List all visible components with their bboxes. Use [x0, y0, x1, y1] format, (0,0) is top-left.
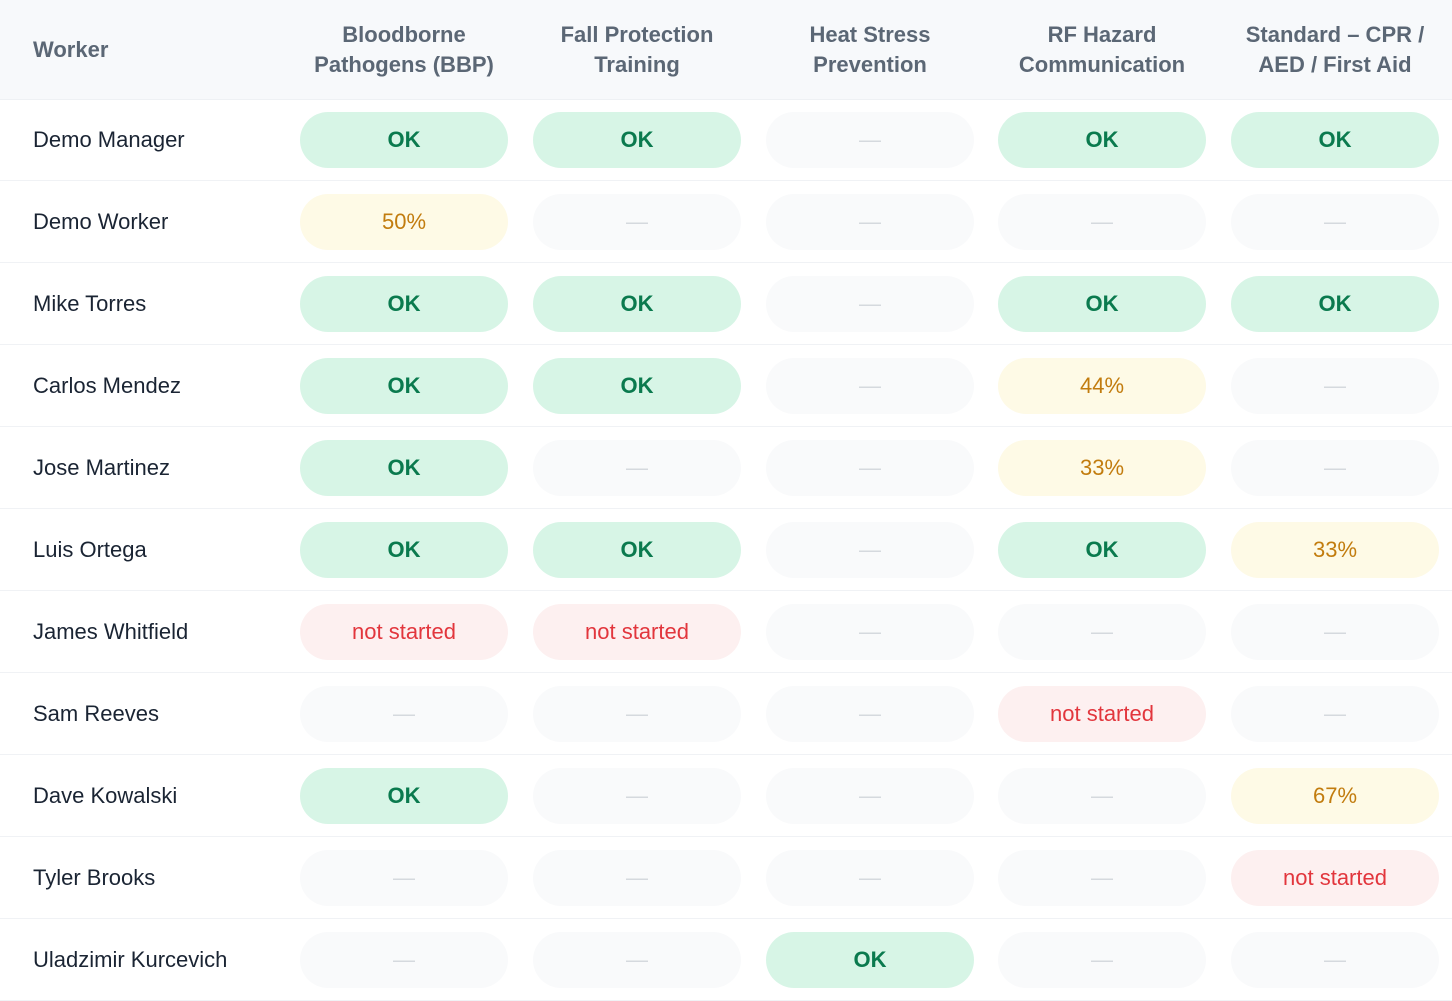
- worker-name[interactable]: Dave Kowalski: [33, 783, 178, 808]
- status-pill-empty[interactable]: —: [766, 604, 974, 660]
- status-pill-partial[interactable]: 44%: [998, 358, 1206, 414]
- status-pill-empty[interactable]: —: [1231, 440, 1439, 496]
- status-pill-ok[interactable]: OK: [1231, 276, 1439, 332]
- status-pill-ok[interactable]: OK: [300, 440, 508, 496]
- status-pill-empty[interactable]: —: [766, 358, 974, 414]
- course-header-cpr-aed[interactable]: Standard – CPR / AED / First Aid: [1223, 0, 1447, 99]
- status-pill-empty[interactable]: —: [766, 440, 974, 496]
- worker-column-header[interactable]: Worker: [33, 36, 109, 62]
- status-pill-ok[interactable]: OK: [300, 768, 508, 824]
- course-header-line1: Bloodborne: [342, 21, 466, 47]
- worker-name[interactable]: Carlos Mendez: [33, 373, 181, 398]
- course-header-line2: Prevention: [813, 51, 927, 77]
- status-pill-empty[interactable]: —: [998, 768, 1206, 824]
- status-pill-empty[interactable]: —: [533, 440, 741, 496]
- status-pill-empty[interactable]: —: [998, 604, 1206, 660]
- status-pill-ok[interactable]: OK: [998, 522, 1206, 578]
- status-pill-empty[interactable]: —: [300, 932, 508, 988]
- worker-name[interactable]: Uladzimir Kurcevich: [33, 947, 228, 972]
- table-row: Uladzimir Kurcevich — — OK — —: [0, 919, 1452, 1001]
- status-pill-empty[interactable]: —: [766, 850, 974, 906]
- table-row: Luis Ortega OK OK — OK 33%: [0, 509, 1452, 591]
- status-pill-empty[interactable]: —: [1231, 604, 1439, 660]
- status-pill-empty[interactable]: —: [998, 932, 1206, 988]
- worker-name[interactable]: Sam Reeves: [33, 701, 159, 726]
- status-pill-ok[interactable]: OK: [300, 276, 508, 332]
- status-pill-not-started[interactable]: not started: [1231, 850, 1439, 906]
- table-row: Mike Torres OK OK — OK OK: [0, 263, 1452, 345]
- table-row: Demo Worker 50% — — — —: [0, 181, 1452, 263]
- worker-name[interactable]: Demo Manager: [33, 127, 185, 152]
- table-row: Demo Manager OK OK — OK OK: [0, 99, 1452, 181]
- status-pill-not-started[interactable]: not started: [998, 686, 1206, 742]
- status-pill-partial[interactable]: 33%: [1231, 522, 1439, 578]
- status-pill-ok[interactable]: OK: [533, 276, 741, 332]
- worker-name[interactable]: Mike Torres: [33, 291, 147, 316]
- status-pill-empty[interactable]: —: [766, 194, 974, 250]
- worker-name[interactable]: Demo Worker: [33, 209, 169, 234]
- table-row: Tyler Brooks — — — — not started: [0, 837, 1452, 919]
- course-header-fall-protection[interactable]: Fall Protection Training: [525, 0, 749, 99]
- course-header-line1: Fall Protection: [560, 21, 714, 47]
- table-header: Worker Bloodborne Pathogens (BBP) Fall P…: [0, 0, 1452, 100]
- status-pill-ok[interactable]: OK: [1231, 112, 1439, 168]
- status-pill-empty[interactable]: —: [766, 686, 974, 742]
- status-pill-empty[interactable]: —: [533, 932, 741, 988]
- status-pill-ok[interactable]: OK: [300, 522, 508, 578]
- status-pill-not-started[interactable]: not started: [533, 604, 741, 660]
- worker-name[interactable]: James Whitfield: [33, 619, 189, 644]
- status-pill-ok[interactable]: OK: [533, 522, 741, 578]
- table-row: Carlos Mendez OK OK — 44% —: [0, 345, 1452, 427]
- worker-name[interactable]: Tyler Brooks: [33, 865, 156, 890]
- course-header-line2: Training: [594, 51, 680, 77]
- course-header-line2: Pathogens (BBP): [314, 51, 494, 77]
- worker-name[interactable]: Jose Martinez: [33, 455, 170, 480]
- status-pill-empty[interactable]: —: [1231, 686, 1439, 742]
- status-pill-empty[interactable]: —: [533, 768, 741, 824]
- status-pill-empty[interactable]: —: [533, 850, 741, 906]
- status-pill-ok[interactable]: OK: [533, 112, 741, 168]
- status-pill-empty[interactable]: —: [300, 686, 508, 742]
- status-pill-empty[interactable]: —: [998, 194, 1206, 250]
- course-header-bbp[interactable]: Bloodborne Pathogens (BBP): [292, 0, 516, 99]
- status-pill-empty[interactable]: —: [533, 194, 741, 250]
- status-pill-ok[interactable]: OK: [300, 358, 508, 414]
- course-header-line2: AED / First Aid: [1258, 51, 1412, 77]
- status-pill-empty[interactable]: —: [998, 850, 1206, 906]
- course-header-line2: Communication: [1018, 51, 1186, 77]
- status-pill-empty[interactable]: —: [1231, 932, 1439, 988]
- status-pill-empty[interactable]: —: [300, 850, 508, 906]
- worker-name[interactable]: Luis Ortega: [33, 537, 147, 562]
- status-pill-empty[interactable]: —: [766, 112, 974, 168]
- status-pill-empty[interactable]: —: [1231, 358, 1439, 414]
- status-pill-empty[interactable]: —: [1231, 194, 1439, 250]
- course-header-line1: Heat Stress: [809, 21, 931, 47]
- status-pill-empty[interactable]: —: [766, 276, 974, 332]
- status-pill-ok[interactable]: OK: [998, 112, 1206, 168]
- status-pill-ok[interactable]: OK: [766, 932, 974, 988]
- course-header-line1: RF Hazard: [1047, 21, 1157, 47]
- table-row: Jose Martinez OK — — 33% —: [0, 427, 1452, 509]
- table-row: Sam Reeves — — — not started —: [0, 673, 1452, 755]
- status-pill-ok[interactable]: OK: [300, 112, 508, 168]
- status-pill-not-started[interactable]: not started: [300, 604, 508, 660]
- status-pill-ok[interactable]: OK: [533, 358, 741, 414]
- table-row: Dave Kowalski OK — — — 67%: [0, 755, 1452, 837]
- status-pill-empty[interactable]: —: [533, 686, 741, 742]
- status-pill-empty[interactable]: —: [766, 522, 974, 578]
- course-header-line1: Standard – CPR /: [1245, 21, 1425, 47]
- status-pill-partial[interactable]: 33%: [998, 440, 1206, 496]
- course-header-rf-hazard[interactable]: RF Hazard Communication: [990, 0, 1214, 99]
- table-row: James Whitfield not started not started — — —: [0, 591, 1452, 673]
- status-pill-partial[interactable]: 67%: [1231, 768, 1439, 824]
- status-pill-ok[interactable]: OK: [998, 276, 1206, 332]
- status-pill-empty[interactable]: —: [766, 768, 974, 824]
- table-body: Demo Manager OK OK — OK OK Demo Worker 50% — — — — M…: [0, 99, 1452, 1001]
- course-header-heat-stress[interactable]: Heat Stress Prevention: [758, 0, 982, 99]
- status-pill-partial[interactable]: 50%: [300, 194, 508, 250]
